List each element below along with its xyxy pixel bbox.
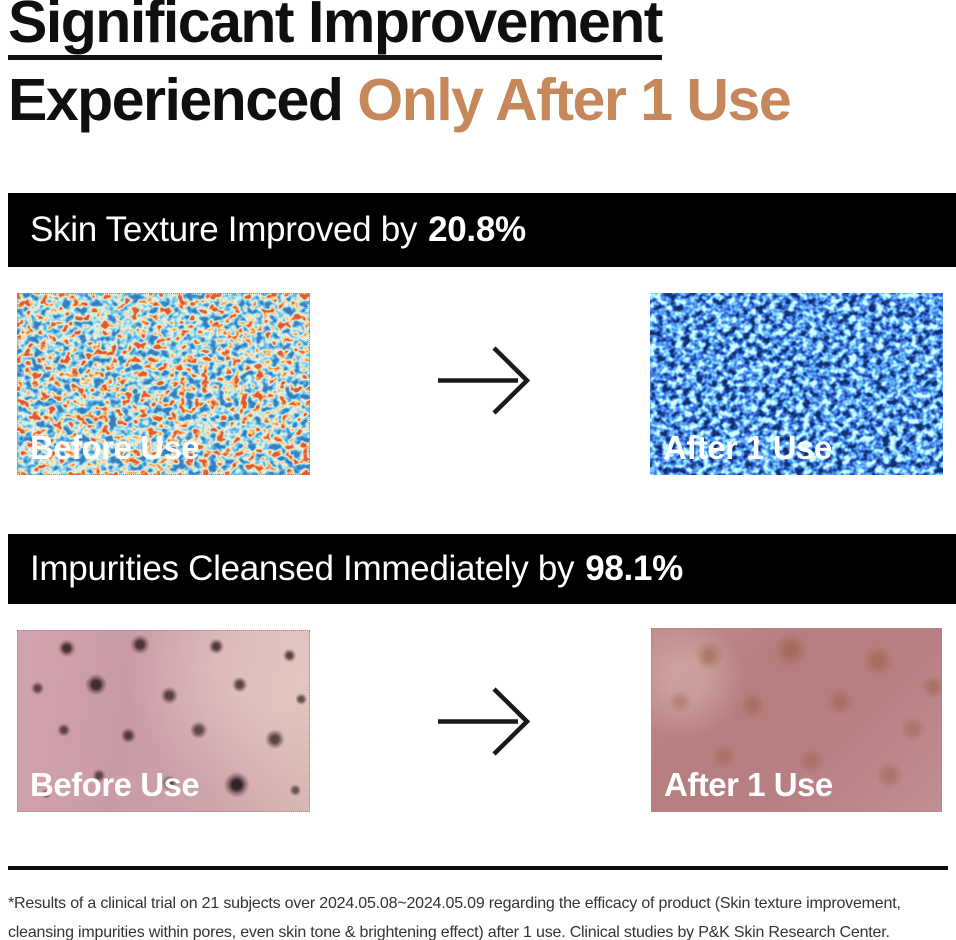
title-highlight: Only After 1 Use xyxy=(357,67,791,133)
right-arrow-icon xyxy=(438,346,531,415)
banner-stat: 98.1% xyxy=(585,549,683,588)
disclaimer-footnote: *Results of a clinical trial on 21 subje… xyxy=(8,889,948,940)
right-arrow-icon xyxy=(438,687,531,756)
after-use-label: After 1 Use xyxy=(664,766,833,803)
after-use-label: After 1 Use xyxy=(663,429,832,466)
heatmap-before-graphic xyxy=(17,293,310,475)
before-use-label: Before Use xyxy=(30,429,200,466)
before-use-label: Before Use xyxy=(30,766,200,803)
page-title-line-1: Significant Improvement xyxy=(8,0,663,60)
skin-pores-after-photo xyxy=(651,628,942,812)
heatmap-after-graphic xyxy=(650,293,943,475)
banner-heading: Impurities Cleansed Immediately by xyxy=(30,549,575,588)
texture-before-image: Before Use xyxy=(17,293,310,475)
footnote-line-2: cleansing impurities within pores, even … xyxy=(8,924,890,940)
divider-line xyxy=(8,866,948,870)
title-underlined-text: Significant Improvement xyxy=(8,0,663,60)
footnote-line-1: *Results of a clinical trial on 21 subje… xyxy=(8,895,901,912)
banner-skin-texture: Skin Texture Improved by 20.8% xyxy=(8,193,956,267)
banner-heading: Skin Texture Improved by xyxy=(30,210,418,249)
texture-after-image: After 1 Use xyxy=(650,293,943,475)
page-title-line-2: Experienced Only After 1 Use xyxy=(8,67,792,133)
title-prefix: Experienced xyxy=(8,67,344,133)
banner-impurities: Impurities Cleansed Immediately by 98.1% xyxy=(8,534,956,604)
pores-before-image: Before Use xyxy=(17,630,310,812)
banner-stat: 20.8% xyxy=(428,210,526,249)
skin-pores-before-photo xyxy=(17,630,310,812)
pores-after-image: After 1 Use xyxy=(651,628,942,812)
